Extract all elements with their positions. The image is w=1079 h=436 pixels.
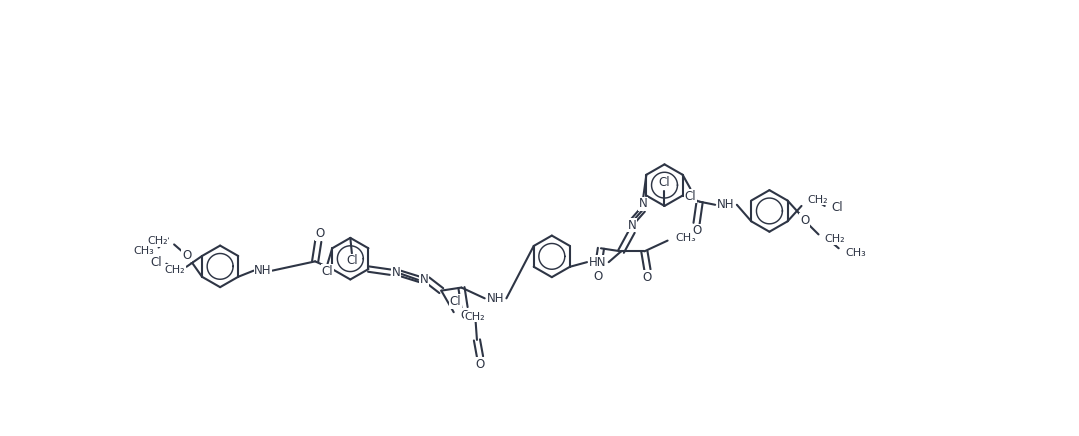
- Text: CH₃: CH₃: [675, 232, 696, 242]
- Text: HN: HN: [589, 255, 606, 269]
- Text: O: O: [182, 249, 191, 262]
- Text: Cl: Cl: [346, 255, 357, 268]
- Text: Cl: Cl: [450, 295, 461, 308]
- Text: Cl: Cl: [684, 190, 696, 203]
- Text: CH₃: CH₃: [133, 245, 154, 255]
- Text: O: O: [643, 271, 652, 284]
- Text: N: N: [420, 273, 428, 286]
- Text: O: O: [315, 227, 325, 240]
- Text: CH₃: CH₃: [845, 248, 865, 258]
- Text: O: O: [476, 358, 484, 371]
- Text: NH: NH: [487, 292, 504, 305]
- Text: O: O: [800, 214, 809, 227]
- Text: O: O: [593, 269, 602, 283]
- Text: Cl: Cl: [150, 255, 162, 269]
- Text: CH₂: CH₂: [465, 312, 486, 322]
- Text: Cl: Cl: [322, 265, 333, 278]
- Text: NH: NH: [718, 198, 735, 211]
- Text: CH₂: CH₂: [147, 236, 168, 246]
- Text: CH₂: CH₂: [164, 265, 185, 275]
- Text: NH: NH: [255, 264, 272, 277]
- Text: Cl: Cl: [658, 176, 670, 189]
- Text: CH₂: CH₂: [824, 234, 845, 244]
- Text: O: O: [692, 225, 701, 238]
- Text: N: N: [639, 197, 647, 210]
- Text: N: N: [628, 219, 637, 232]
- Text: O: O: [460, 309, 469, 322]
- Text: CH₂: CH₂: [808, 195, 829, 205]
- Text: Cl: Cl: [831, 201, 843, 214]
- Text: N: N: [392, 266, 400, 279]
